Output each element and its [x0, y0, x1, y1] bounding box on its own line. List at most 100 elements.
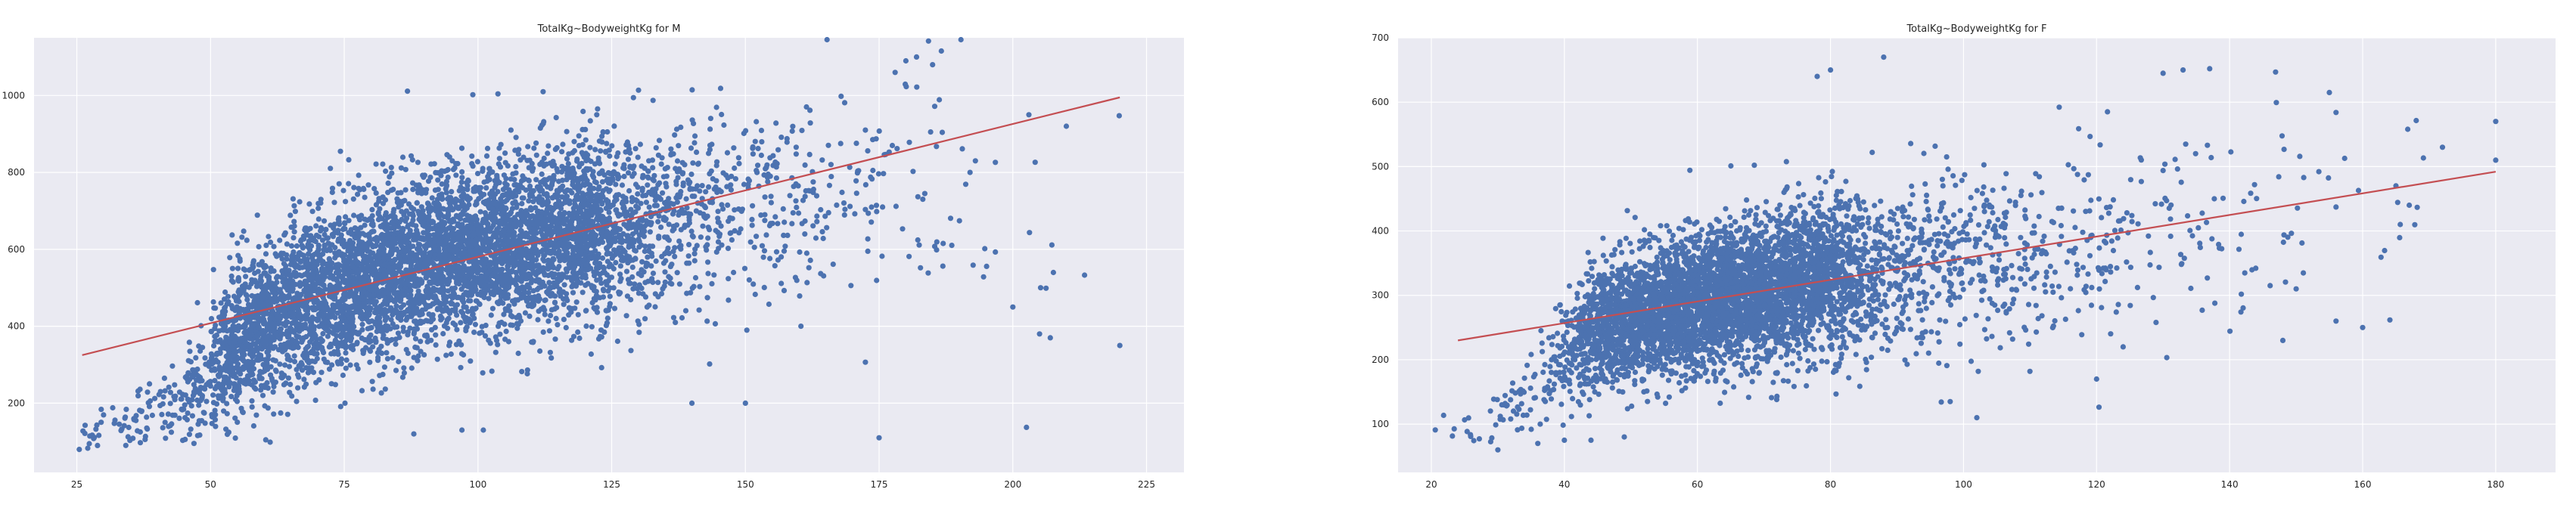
scatter-point: [474, 171, 481, 177]
scatter-point: [359, 321, 365, 327]
scatter-point: [327, 282, 333, 288]
scatter-point: [358, 275, 364, 281]
scatter-point: [552, 293, 558, 299]
scatter-point: [259, 356, 265, 362]
scatter-point: [286, 339, 292, 345]
scatter-point: [580, 108, 586, 114]
scatter-point: [248, 280, 254, 287]
scatter-point: [547, 227, 553, 233]
scatter-point: [272, 344, 278, 350]
scatter-point: [351, 184, 357, 190]
scatter-point: [386, 265, 392, 271]
scatter-point: [266, 234, 272, 240]
scatter-point: [270, 336, 276, 342]
scatter-point: [318, 228, 324, 234]
scatter-point: [558, 204, 564, 210]
scatter-point: [371, 228, 377, 234]
scatter-point: [515, 151, 521, 157]
scatter-point: [502, 236, 508, 243]
scatter-point: [384, 340, 390, 346]
scatter-point: [547, 264, 553, 270]
scatter-point: [499, 260, 505, 266]
scatter-point: [322, 227, 328, 233]
scatter-point: [384, 327, 390, 333]
scatter-point: [420, 208, 426, 214]
scatter-point: [443, 190, 449, 196]
scatter-point: [403, 317, 409, 323]
scatter-point: [278, 333, 284, 339]
scatter-point: [461, 277, 468, 283]
scatter-point: [458, 184, 464, 190]
scatter-point: [456, 272, 462, 278]
scatter-point: [254, 323, 260, 329]
scatter-point: [533, 152, 539, 158]
scatter-point: [486, 166, 493, 172]
scatter-point: [147, 381, 153, 387]
scatter-point: [228, 273, 235, 279]
scatter-point: [542, 297, 548, 304]
scatter-point: [253, 305, 259, 311]
scatter-point: [466, 202, 472, 208]
scatter-point: [415, 187, 421, 193]
scatter-point: [458, 364, 464, 370]
scatter-point: [410, 187, 416, 193]
scatter-point: [309, 365, 315, 371]
scatter-point: [169, 363, 176, 369]
scatter-point: [496, 145, 502, 151]
scatter-point: [369, 379, 375, 385]
scatter-point: [375, 354, 381, 361]
scatter-point: [435, 201, 442, 207]
scatter-point: [434, 271, 441, 278]
scatter-point: [493, 334, 499, 340]
scatter-point: [135, 428, 141, 434]
scatter-point: [574, 158, 580, 164]
scatter-point: [243, 320, 250, 326]
scatter-point: [405, 88, 411, 94]
scatter-point: [160, 394, 166, 400]
scatter-point: [542, 177, 548, 183]
scatter-point: [406, 201, 412, 207]
scatter-point: [291, 235, 297, 241]
scatter-point: [256, 373, 263, 379]
scatter-point: [312, 398, 319, 404]
scatter-point: [190, 367, 196, 373]
scatter-point: [453, 172, 459, 178]
scatter-point: [341, 220, 348, 226]
scatter-point: [319, 289, 325, 295]
scatter-point: [546, 328, 553, 334]
scatter-point: [461, 249, 467, 255]
scatter-point: [418, 277, 424, 283]
scatter-point: [472, 237, 478, 243]
scatter-point: [576, 335, 583, 342]
scatter-point: [496, 156, 502, 162]
scatter-point: [545, 143, 552, 149]
scatter-point: [370, 222, 376, 229]
scatter-point: [182, 402, 188, 408]
scatter-point: [493, 349, 499, 355]
scatter-point: [370, 287, 376, 293]
scatter-point: [382, 386, 388, 392]
scatter-point: [433, 246, 439, 252]
scatter-point: [427, 232, 433, 238]
scatter-point: [414, 200, 420, 206]
scatter-point: [320, 324, 326, 330]
scatter-point: [221, 408, 227, 414]
scatter-point: [250, 353, 256, 359]
scatter-point: [269, 321, 275, 327]
scatter-point: [429, 327, 435, 333]
scatter-point: [391, 206, 397, 212]
scatter-point: [412, 255, 418, 261]
scatter-point: [470, 163, 476, 169]
scatter-point: [547, 285, 554, 291]
scatter-point: [221, 391, 227, 397]
scatter-point: [233, 375, 239, 381]
scatter-point: [440, 234, 446, 240]
scatter-point: [341, 225, 347, 231]
scatter-point: [503, 254, 509, 260]
scatter-point: [390, 311, 396, 318]
scatter-point: [185, 358, 191, 364]
scatter-point: [419, 311, 425, 317]
scatter-point: [101, 412, 107, 418]
scatter-point: [449, 189, 455, 195]
scatter-point: [483, 256, 489, 262]
